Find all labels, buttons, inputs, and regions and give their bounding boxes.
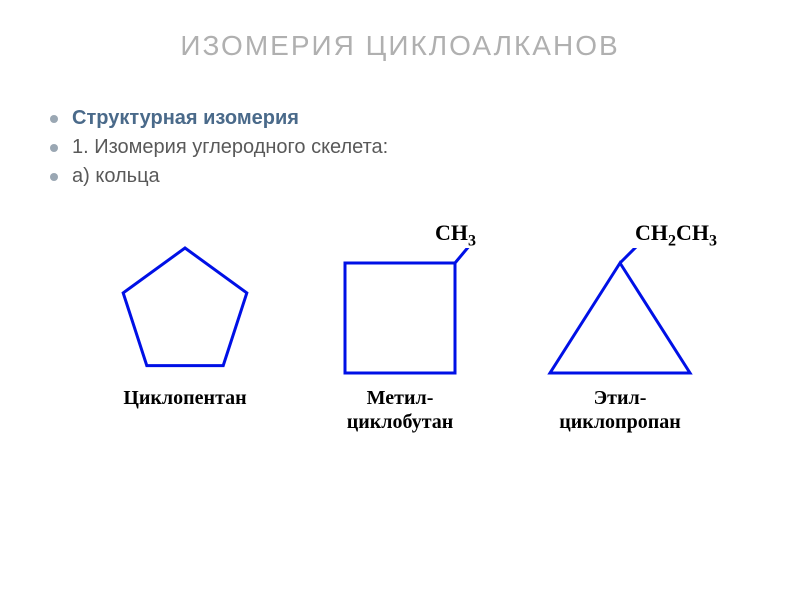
bullet-item-1: 1. Изомерия углеродного скелета: [50,136,800,159]
bullet-item-0: Структурная изомерия [50,107,800,130]
substituent-label: CH3 [435,220,476,250]
bullet-list: Структурная изомерия 1. Изомерия углеродн… [50,107,800,188]
pentagon-icon [110,238,260,378]
molecule-methylcyclobutane: CH3Метил-циклобутан [330,248,470,434]
molecule-label: Этил-циклопропан [540,386,700,434]
bullet-text: Структурная изомерия [72,107,299,130]
diagram-area: ЦиклопентанCH3Метил-циклобутанCH2CH3Этил… [0,218,800,498]
molecule-label: Метил-циклобутан [330,386,470,434]
bullet-dot-icon [50,115,58,123]
bullet-text: а) кольца [72,165,160,188]
bullet-dot-icon [50,173,58,181]
page-title: ИЗОМЕРИЯ ЦИКЛОАЛКАНОВ [0,0,800,62]
substituent-label: CH2CH3 [635,220,717,250]
triangle-icon [540,248,700,378]
molecule-label: Циклопентан [110,386,260,410]
bullet-dot-icon [50,144,58,152]
molecule-ethylcyclopropane: CH2CH3Этил-циклопропан [540,248,700,434]
molecule-cyclopentane: Циклопентан [110,238,260,410]
bullet-item-2: а) кольца [50,165,800,188]
square-icon [330,248,470,378]
bullet-text: 1. Изомерия углеродного скелета: [72,136,388,159]
